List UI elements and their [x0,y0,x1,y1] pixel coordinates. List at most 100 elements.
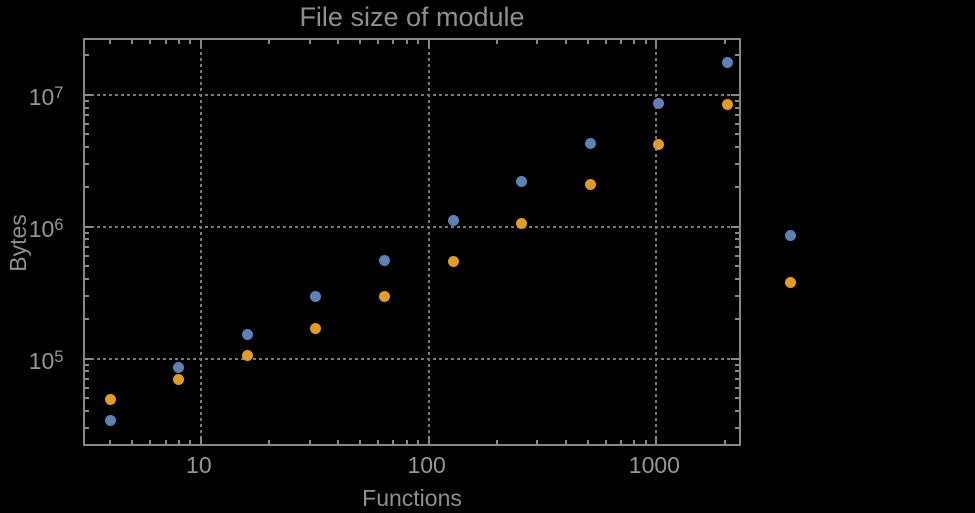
x-minor-tick [109,40,112,44]
y-minor-tick [85,363,89,366]
plot-title: File size of module [299,2,525,32]
data-point-series-2-orange [173,373,185,385]
y-major-tick [731,225,739,228]
x-minor-tick [149,40,152,44]
data-point-series-1-blue [653,98,665,110]
x-minor-tick [536,40,539,44]
y-minor-tick [85,238,89,241]
y-major-tick [731,93,739,96]
x-minor-tick [308,40,311,44]
y-major-tick [85,93,93,96]
x-minor-tick [496,440,499,444]
y-minor-tick [85,106,89,109]
x-minor-tick [308,440,311,444]
data-point-series-1-blue [104,414,116,426]
data-point-series-1-blue [447,215,459,227]
data-point-series-2-orange [378,291,390,303]
x-minor-tick [177,40,180,44]
y-minor-tick [735,294,739,297]
y-minor-tick [735,254,739,257]
y-minor-tick [735,370,739,373]
y-minor-tick [85,386,89,389]
x-minor-tick [633,440,636,444]
x-major-tick [655,436,658,444]
x-minor-tick [268,440,271,444]
x-gridline [427,40,430,444]
x-minor-tick [189,440,192,444]
y-minor-tick [735,106,739,109]
y-minor-tick [735,426,739,429]
y-major-tick [731,357,739,360]
x-minor-tick [336,40,339,44]
x-gridline [655,40,658,444]
x-major-tick [655,40,658,48]
x-minor-tick [164,40,167,44]
y-minor-tick [85,397,89,400]
y-minor-tick [735,146,739,149]
x-minor-tick [644,440,647,444]
x-minor-tick [620,440,623,444]
x-minor-tick [644,40,647,44]
y-minor-tick [735,54,739,57]
data-point-series-1-blue [721,57,733,69]
data-point-series-2-orange [653,138,665,150]
y-minor-tick [85,99,89,102]
x-gridline [199,40,202,444]
x-minor-tick [149,440,152,444]
y-minor-tick [735,133,739,136]
data-point-series-2-orange [584,178,596,190]
y-gridline [85,225,739,228]
y-minor-tick [85,265,89,268]
x-minor-tick [131,40,134,44]
y-minor-tick [85,114,89,117]
data-point-series-2-orange [241,350,253,362]
y-minor-tick [735,114,739,117]
y-minor-tick [735,238,739,241]
legend-marker-orange [784,276,796,288]
x-minor-tick [564,40,567,44]
y-minor-tick [85,370,89,373]
y-minor-tick [735,278,739,281]
x-minor-tick [496,40,499,44]
x-minor-tick [164,440,167,444]
y-minor-tick [735,363,739,366]
x-tick-label: 100 [407,452,446,478]
x-minor-tick [417,440,420,444]
data-point-series-2-orange [516,218,528,230]
y-minor-tick [735,162,739,165]
x-tick-label: 10 [186,452,212,478]
data-point-series-1-blue [584,137,596,149]
data-point-series-2-orange [447,256,459,268]
plot-frame [83,38,741,446]
y-tick-label: 107 [28,82,64,110]
y-gridline [85,93,739,96]
y-minor-tick [85,123,89,125]
data-point-series-1-blue [310,291,322,303]
y-tick-label: 106 [28,214,64,242]
y-minor-tick [85,294,89,297]
y-minor-tick [735,99,739,102]
x-major-tick [427,40,430,48]
y-minor-tick [85,378,89,381]
y-minor-tick [85,162,89,165]
x-minor-tick [604,40,607,44]
y-major-tick [85,357,93,360]
y-minor-tick [85,426,89,429]
y-minor-tick [735,246,739,249]
data-point-series-2-orange [721,99,733,111]
x-minor-tick [723,40,726,44]
y-minor-tick [85,146,89,149]
x-minor-tick [586,40,589,44]
data-point-series-1-blue [173,362,185,374]
x-minor-tick [359,440,362,444]
x-minor-tick [392,440,395,444]
x-minor-tick [564,440,567,444]
y-minor-tick [735,231,739,234]
data-point-series-1-blue [516,175,528,187]
x-minor-tick [109,440,112,444]
x-axis-label: Functions [362,485,462,511]
y-minor-tick [85,231,89,234]
x-minor-tick [405,440,408,444]
x-major-tick [427,436,430,444]
x-tick-label: 1000 [628,452,680,478]
